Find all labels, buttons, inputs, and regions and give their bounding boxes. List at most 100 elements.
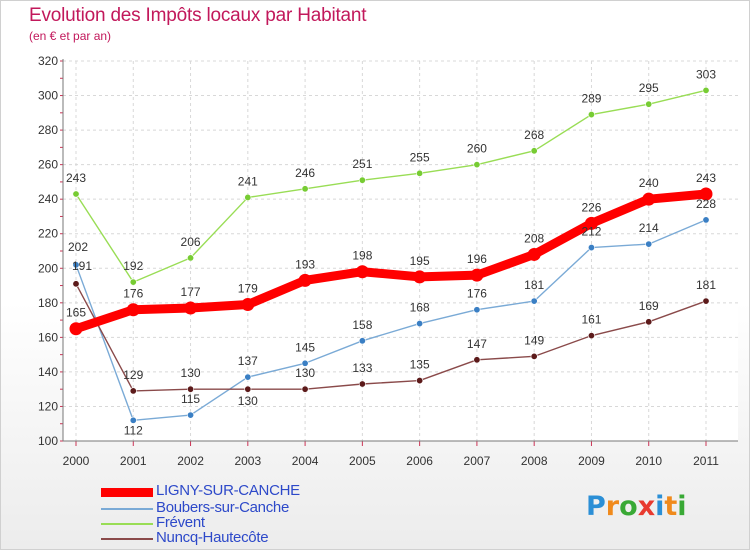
data-label: 214: [639, 221, 659, 235]
data-point: [72, 190, 80, 198]
y-tick-label: 300: [38, 89, 58, 103]
data-label: 115: [181, 392, 200, 406]
x-tick-label: 2009: [578, 454, 605, 468]
legend-swatch-ligny: [101, 485, 153, 499]
legend-swatch-nuncq: [101, 532, 153, 546]
data-label: 161: [581, 313, 601, 327]
data-point: [413, 270, 427, 284]
data-point: [358, 176, 366, 184]
data-label: 112: [124, 423, 143, 437]
y-tick-label: 280: [38, 123, 58, 137]
legend-item-nuncq: Nuncq-Hautecôte: [101, 529, 361, 546]
data-point: [187, 385, 195, 393]
series-line-ligny-sur-canche: [71, 189, 711, 334]
data-point: [473, 161, 481, 169]
data-label: 303: [696, 67, 716, 81]
data-label: 295: [639, 81, 659, 95]
data-point: [355, 265, 369, 279]
data-point: [530, 352, 538, 360]
data-point: [129, 416, 137, 424]
logo-letter: i: [655, 491, 665, 522]
data-label: 192: [123, 259, 143, 273]
data-label: 130: [295, 366, 315, 380]
data-label: 206: [181, 235, 201, 249]
data-point: [645, 100, 653, 108]
data-point: [298, 273, 312, 287]
x-tick-label: 2008: [521, 454, 548, 468]
data-label: 177: [181, 285, 201, 299]
data-point: [584, 216, 598, 230]
data-label: 241: [238, 174, 258, 188]
data-point: [473, 306, 481, 314]
data-point: [645, 240, 653, 248]
series-line-boubers-sur-canche: [75, 219, 707, 421]
data-point: [301, 359, 309, 367]
data-point: [129, 387, 137, 395]
x-tick-label: 2011: [693, 454, 719, 468]
data-point: [244, 385, 252, 393]
proxiti-logo: Proxiti: [586, 491, 687, 522]
data-label: 133: [352, 361, 372, 375]
y-tick-label: 100: [38, 434, 58, 448]
x-tick-label: 2002: [177, 454, 204, 468]
y-tick-label: 320: [38, 54, 58, 68]
x-tick-label: 2007: [464, 454, 491, 468]
data-label: 181: [696, 278, 716, 292]
data-label: 130: [238, 394, 258, 408]
data-point: [184, 301, 198, 315]
data-label: 195: [410, 254, 430, 268]
data-label: 145: [295, 340, 315, 354]
data-label: 191: [72, 259, 92, 273]
data-label: 228: [696, 197, 716, 211]
logo-letter: t: [664, 491, 678, 522]
data-point: [244, 193, 252, 201]
x-tick-label: 2005: [349, 454, 376, 468]
data-label: 260: [467, 142, 487, 156]
data-point: [72, 261, 80, 269]
data-label: 135: [410, 358, 430, 372]
data-label: 193: [295, 257, 315, 271]
data-point: [72, 280, 80, 288]
data-point: [642, 192, 656, 206]
data-point: [530, 147, 538, 155]
data-label: 158: [352, 318, 372, 332]
data-point: [473, 356, 481, 364]
x-tick-label: 2004: [292, 454, 319, 468]
legend-item-ligny: LIGNY-SUR-CANCHE: [101, 482, 361, 499]
legend-label-boubers: Boubers-sur-Canche: [156, 499, 289, 516]
series-line-nuncq-hautec-te: [75, 283, 707, 392]
logo-letter: i: [677, 491, 687, 522]
data-point: [416, 169, 424, 177]
data-point: [244, 373, 252, 381]
data-point: [358, 380, 366, 388]
data-point: [126, 303, 140, 317]
data-label: 251: [352, 157, 372, 171]
data-label: 268: [524, 128, 544, 142]
data-point: [527, 247, 541, 261]
y-tick-label: 220: [38, 227, 58, 241]
data-point: [187, 254, 195, 262]
data-label: 246: [295, 166, 315, 180]
data-point: [187, 411, 195, 419]
series-line-fr-vent: [75, 89, 707, 283]
y-tick-label: 260: [38, 158, 58, 172]
y-tick-label: 180: [38, 296, 58, 310]
data-point: [645, 318, 653, 326]
logo-letter: r: [605, 491, 620, 522]
data-point: [699, 187, 713, 201]
data-point: [702, 297, 710, 305]
data-point: [702, 216, 710, 224]
data-label: 179: [238, 282, 258, 296]
data-point: [241, 298, 255, 312]
legend-item-frevent: Frévent: [101, 514, 361, 531]
logo-letter: o: [619, 491, 638, 522]
y-tick-label: 140: [38, 365, 58, 379]
x-tick-label: 2003: [234, 454, 261, 468]
data-point: [129, 278, 137, 286]
data-label: 208: [524, 231, 544, 245]
data-label: 243: [696, 171, 716, 185]
plot-area: [63, 61, 738, 441]
data-label: 289: [581, 92, 601, 106]
